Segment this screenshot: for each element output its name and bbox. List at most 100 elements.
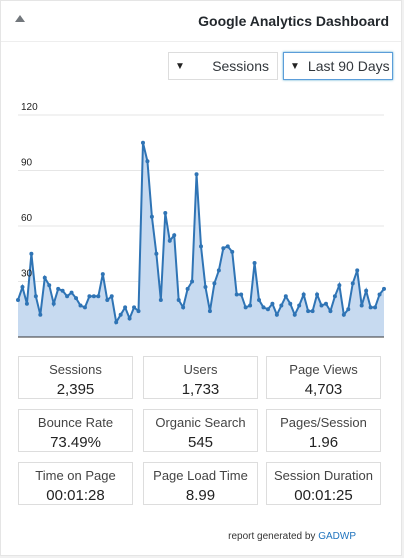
chart-point[interactable]: [185, 286, 190, 291]
gadwp-link[interactable]: GADWP: [318, 531, 356, 542]
chart-point[interactable]: [140, 140, 145, 145]
chart-point[interactable]: [323, 301, 328, 306]
chart-point[interactable]: [158, 298, 163, 302]
chart-point[interactable]: [359, 303, 364, 308]
chart-point[interactable]: [350, 281, 355, 286]
chart-point[interactable]: [382, 286, 386, 291]
chart-point[interactable]: [234, 292, 239, 297]
chart-point[interactable]: [337, 283, 342, 288]
chart-point[interactable]: [167, 238, 172, 243]
collapse-toggle-icon[interactable]: [15, 15, 25, 22]
chart-point[interactable]: [47, 283, 52, 288]
chart-point[interactable]: [377, 292, 382, 297]
chart-point[interactable]: [132, 305, 137, 310]
chart-point[interactable]: [373, 305, 378, 310]
chart-point[interactable]: [114, 320, 119, 325]
chart-point[interactable]: [20, 285, 25, 290]
chart-point[interactable]: [216, 268, 221, 273]
chart-point[interactable]: [74, 296, 79, 301]
widget-title: Google Analytics Dashboard: [198, 13, 389, 29]
chart-point[interactable]: [248, 303, 253, 308]
chart-point[interactable]: [212, 281, 217, 286]
chart-point[interactable]: [355, 268, 360, 273]
chart-point[interactable]: [315, 292, 320, 297]
chart-point[interactable]: [51, 301, 56, 306]
chart-point[interactable]: [283, 294, 288, 299]
chart-point[interactable]: [78, 303, 83, 308]
chart-point[interactable]: [123, 305, 128, 310]
stat-label: Pages/Session: [280, 415, 367, 430]
chart-point[interactable]: [163, 211, 168, 216]
stat-tile: Page Load Time 8.99: [143, 462, 258, 505]
chart-point[interactable]: [118, 312, 123, 317]
chart-point[interactable]: [279, 303, 284, 308]
metric-select[interactable]: ▼ Sessions: [168, 52, 278, 80]
chart-area-fill: [18, 142, 384, 337]
chart-point[interactable]: [319, 303, 324, 308]
chart-point[interactable]: [274, 312, 279, 317]
chart-point[interactable]: [69, 290, 74, 295]
stat-value: 545: [187, 434, 214, 451]
chart-point[interactable]: [100, 272, 105, 277]
chart-point[interactable]: [172, 233, 177, 238]
chart-point[interactable]: [60, 288, 65, 293]
chart-point[interactable]: [190, 279, 195, 284]
chart-point[interactable]: [127, 316, 132, 321]
chart-point[interactable]: [306, 309, 311, 314]
chart-point[interactable]: [301, 292, 306, 297]
chart-point[interactable]: [24, 301, 29, 306]
chart-point[interactable]: [332, 294, 337, 299]
chart-point[interactable]: [221, 246, 226, 251]
period-select-value: Last 90 Days: [307, 58, 390, 74]
chart-point[interactable]: [239, 292, 244, 297]
chart-point[interactable]: [87, 294, 92, 299]
chart-point[interactable]: [154, 251, 159, 256]
chart-point[interactable]: [288, 301, 293, 306]
chart-point[interactable]: [364, 288, 369, 293]
chart-point[interactable]: [203, 285, 208, 290]
chart-point[interactable]: [252, 261, 257, 265]
stat-tile: Sessions 2,395: [18, 356, 133, 399]
period-select[interactable]: ▼ Last 90 Days: [283, 52, 393, 80]
chart-point[interactable]: [368, 305, 373, 310]
chart-point[interactable]: [225, 244, 230, 249]
chart-point[interactable]: [297, 303, 302, 308]
metric-select-value: Sessions: [212, 58, 269, 74]
stat-value: 1.96: [308, 434, 339, 451]
chart-point[interactable]: [181, 305, 186, 310]
stat-value: 2,395: [56, 381, 95, 398]
chart-point[interactable]: [341, 312, 346, 317]
chart-point[interactable]: [346, 307, 351, 312]
stat-value: 00:01:25: [294, 487, 353, 504]
chart-point[interactable]: [91, 294, 96, 299]
stat-tile: Users 1,733: [143, 356, 258, 399]
chart-point[interactable]: [207, 309, 212, 314]
chart-point[interactable]: [230, 249, 235, 254]
chart-point[interactable]: [96, 294, 101, 299]
chart-point[interactable]: [82, 305, 87, 310]
chart-point[interactable]: [243, 305, 248, 310]
stat-label: Page Views: [289, 362, 358, 377]
chart-point[interactable]: [176, 298, 181, 302]
chart-point[interactable]: [194, 172, 199, 177]
chart-point[interactable]: [109, 294, 114, 299]
chart-point[interactable]: [310, 309, 315, 314]
chart-point[interactable]: [29, 251, 34, 256]
chart-point[interactable]: [65, 294, 70, 299]
chart-point[interactable]: [328, 309, 333, 314]
chart-point[interactable]: [105, 298, 110, 302]
chart-point[interactable]: [145, 159, 150, 164]
chart-point[interactable]: [16, 298, 20, 302]
chart-point[interactable]: [136, 309, 141, 314]
chart-point[interactable]: [149, 214, 154, 219]
chart-point[interactable]: [261, 305, 266, 310]
chart-point[interactable]: [42, 275, 47, 280]
chart-point[interactable]: [292, 312, 297, 317]
chart-point[interactable]: [270, 301, 275, 306]
chart-point[interactable]: [33, 294, 38, 299]
chart-point[interactable]: [257, 298, 262, 302]
chart-point[interactable]: [56, 286, 61, 291]
chart-point[interactable]: [265, 307, 270, 312]
chart-point[interactable]: [199, 244, 203, 249]
chart-point[interactable]: [38, 312, 43, 317]
